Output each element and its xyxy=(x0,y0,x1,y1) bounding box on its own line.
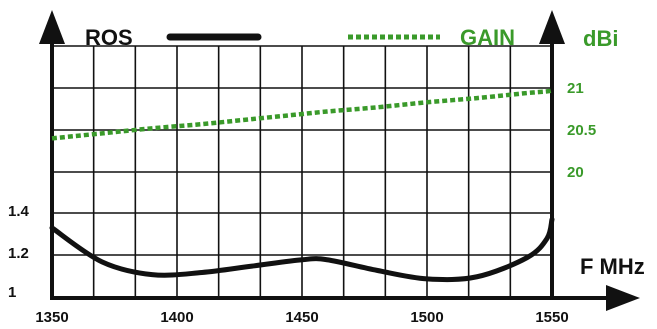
legend-ros-label: ROS xyxy=(85,25,133,50)
y-right-tick-label: 21 xyxy=(567,80,584,97)
x-axis-arrow-icon xyxy=(606,285,640,311)
y-left-tick-label: 1.4 xyxy=(8,203,30,220)
x-tick-label: 1550 xyxy=(535,309,568,326)
x-tick-label: 1350 xyxy=(35,309,68,326)
right-axis-label: dBi xyxy=(583,26,618,51)
y-right-tick-label: 20 xyxy=(567,164,584,181)
x-axis-label: F MHz xyxy=(580,254,645,279)
series-line-ros xyxy=(49,216,555,283)
y-left-tick-label: 1 xyxy=(8,284,16,301)
x-tick-label: 1500 xyxy=(410,309,443,326)
legend-gain-label: GAIN xyxy=(460,25,515,50)
y-right-tick-label: 20.5 xyxy=(567,122,596,139)
legend: ROS GAIN xyxy=(85,25,515,50)
grid xyxy=(52,45,552,298)
x-tick-label: 1400 xyxy=(160,309,193,326)
y-left-tick-label: 1.2 xyxy=(8,245,29,262)
tick-labels: 1350 1400 1450 1500 1550 1 1.2 1.4 20 20.5 21 xyxy=(8,80,596,326)
series xyxy=(49,88,555,283)
axes xyxy=(39,10,640,311)
series-line-gain xyxy=(51,88,553,141)
right-axis-arrow-icon xyxy=(539,10,565,44)
x-tick-label: 1450 xyxy=(285,309,318,326)
left-axis-arrow-icon xyxy=(39,10,65,44)
